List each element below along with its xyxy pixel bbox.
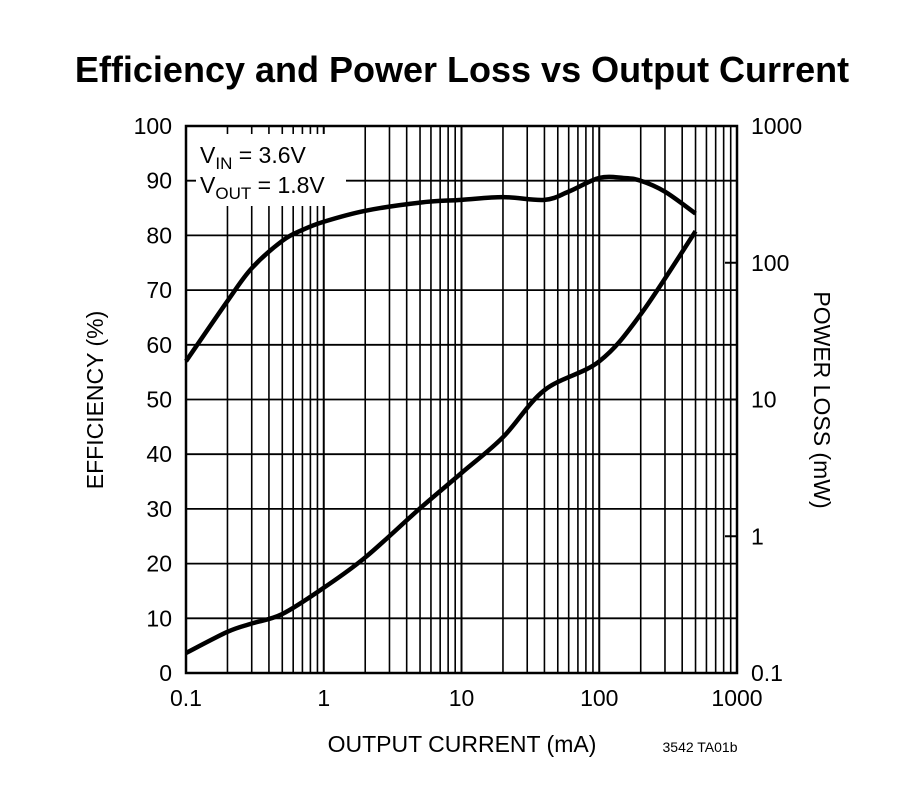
x-tick-label: 10 — [449, 685, 475, 711]
y-tick-label: 10 — [146, 605, 172, 631]
y2-tick-label: 0.1 — [751, 660, 783, 686]
x-tick-label: 100 — [580, 685, 618, 711]
y-tick-label: 70 — [146, 277, 172, 303]
annotation-box: VIN = 3.6V VOUT = 1.8V — [196, 134, 346, 206]
y-axis-label: EFFICIENCY (%) — [82, 311, 108, 489]
chart-title: Efficiency and Power Loss vs Output Curr… — [75, 49, 849, 90]
annotation-vin: VIN = 3.6V — [200, 142, 307, 173]
y-tick-label: 50 — [146, 387, 172, 413]
y-tick-label: 100 — [134, 113, 172, 139]
x-tick-label: 1 — [317, 685, 330, 711]
power-loss-curve — [184, 229, 698, 656]
y2-tick-label: 100 — [751, 250, 789, 276]
y-tick-label: 80 — [146, 222, 172, 248]
y-tick-label: 60 — [146, 332, 172, 358]
y2-tick-label: 1000 — [751, 113, 802, 139]
y-tick-label: 0 — [159, 660, 172, 686]
y2-tick-label: 1 — [751, 523, 764, 549]
series-group — [184, 174, 698, 656]
y2-tick-label: 10 — [751, 387, 777, 413]
x-tick-label: 1000 — [711, 685, 762, 711]
y-tick-label: 90 — [146, 168, 172, 194]
x-axis-label: OUTPUT CURRENT (mA) — [328, 731, 597, 757]
x-tick-label: 0.1 — [170, 685, 202, 711]
annotation-vout: VOUT = 1.8V — [200, 172, 325, 203]
footnote: 3542 TA01b — [663, 739, 738, 755]
efficiency-curve — [184, 174, 697, 363]
grid — [184, 124, 739, 675]
y-tick-label: 30 — [146, 496, 172, 522]
y-tick-label: 20 — [146, 551, 172, 577]
y2-axis-label: POWER LOSS (mW) — [809, 291, 835, 508]
y-tick-label: 40 — [146, 441, 172, 467]
